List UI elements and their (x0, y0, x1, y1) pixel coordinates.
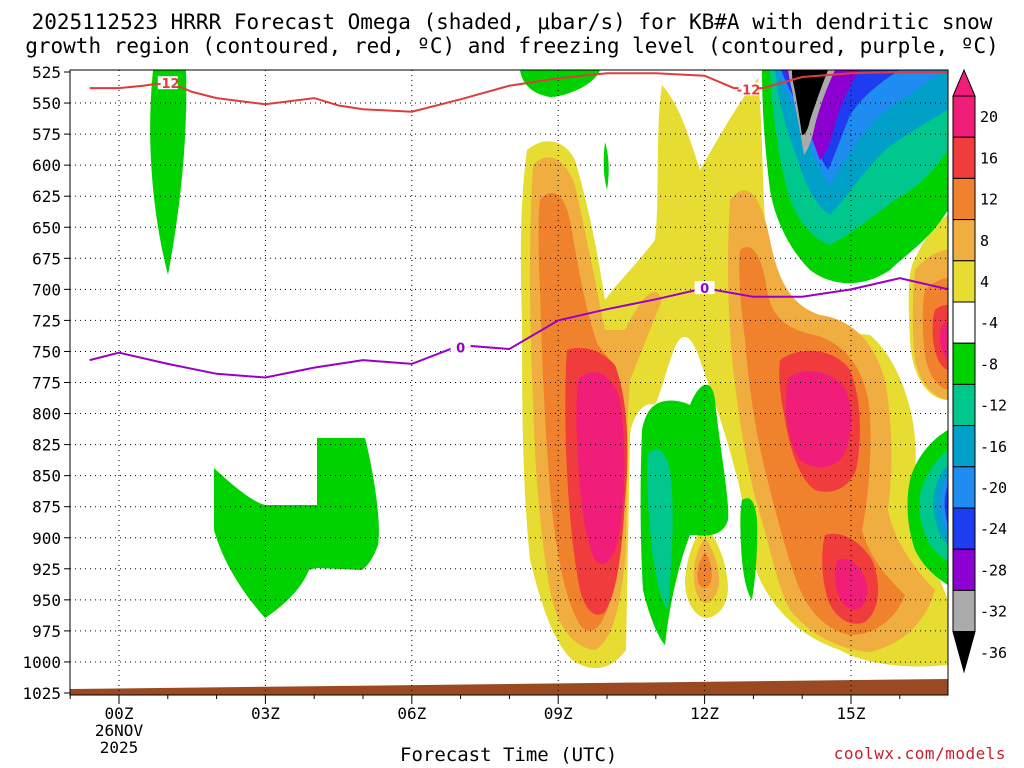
y-tick-label: 550 (32, 94, 61, 113)
x-axis-label: Forecast Time (UTC) (400, 744, 618, 766)
x-date-label: 26NOV (95, 721, 144, 740)
colorbar-segment (952, 466, 976, 509)
colorbar-label: -20 (980, 479, 1007, 497)
freezing-level-contour (89, 277, 949, 379)
colorbar-segment (952, 136, 976, 179)
omega-region (214, 438, 379, 618)
colorbar-segment (952, 589, 976, 633)
credit-link[interactable]: coolwx.com/models (833, 744, 1006, 763)
y-tick-label: 775 (32, 374, 61, 393)
colorbar-top-arrow (952, 68, 976, 97)
colorbar-segment (952, 507, 976, 550)
colorbar-segment (952, 425, 976, 468)
y-tick-label: 850 (32, 467, 61, 486)
colorbar-label: -12 (980, 397, 1007, 415)
colorbar-segment (952, 177, 976, 221)
colorbar-segment (952, 342, 976, 385)
x-tick-label: 03Z (251, 704, 280, 723)
freezing-contour-label-bg (694, 281, 715, 295)
omega-region (785, 371, 852, 468)
omega-region (940, 475, 948, 532)
x-tick-label: 00Z (105, 704, 134, 723)
y-tick-label: 1025 (22, 684, 61, 703)
chart-title-line-1: 2025112523 HRRR Forecast Omega (shaded, … (31, 10, 993, 34)
dgz-contour-label-bg (157, 76, 178, 90)
x-tick-label: 12Z (690, 704, 719, 723)
dgz-minus12-contour (89, 71, 949, 113)
omega-region (740, 498, 758, 600)
dgz-contour-label: -12 (737, 83, 761, 98)
y-tick-label: 700 (32, 280, 61, 299)
y-tick-label: 925 (32, 560, 61, 579)
x-tick-label: 15Z (837, 704, 866, 723)
y-tick-label: 950 (32, 591, 61, 610)
omega-shading (150, 70, 948, 669)
y-tick-label: 825 (32, 436, 61, 455)
y-tick-label: 900 (32, 529, 61, 548)
y-tick-label: 975 (32, 622, 61, 641)
omega-region (792, 70, 828, 135)
colorbar-label: -28 (980, 561, 1007, 579)
colorbar-segment (952, 548, 976, 591)
colorbar-segment (952, 301, 976, 344)
colorbar-label: -32 (980, 603, 1007, 621)
terrain-band (70, 679, 948, 695)
colorbar-segment (952, 95, 976, 138)
colorbar-segment (952, 383, 976, 427)
colorbar-label: -24 (980, 520, 1007, 538)
dgz-contour-label-bg (738, 82, 759, 96)
y-tick-label: 675 (32, 249, 61, 268)
freezing-contour-label-bg (450, 340, 471, 354)
y-tick-label: 525 (32, 63, 61, 82)
omega-region (647, 449, 673, 610)
omega-region (940, 322, 948, 360)
colorbar-label: 12 (980, 191, 998, 209)
x-tick-label: 06Z (397, 704, 426, 723)
colorbar-bottom-arrow (952, 631, 976, 674)
colorbar-label: 8 (980, 232, 989, 250)
colorbar-segment (952, 260, 976, 303)
x-year-label: 2025 (100, 738, 139, 757)
y-tick-label: 625 (32, 187, 61, 206)
freezing-contour-label: 0 (456, 342, 465, 357)
y-tick-label: 800 (32, 405, 61, 424)
omega-region (834, 558, 868, 610)
omega-region (150, 70, 187, 275)
y-tick-label: 875 (32, 498, 61, 517)
y-tick-label: 725 (32, 311, 61, 330)
omega-region (576, 372, 625, 564)
colorbar-label: 16 (980, 149, 998, 167)
colorbar-segment (952, 219, 976, 262)
colorbar: 20 16 12 8 4 -4 -8 -12 -16 -20 -24 -28 -32 -36 (952, 68, 1007, 674)
colorbar-label: 20 (980, 108, 998, 126)
colorbar-label: -36 (980, 644, 1007, 662)
colorbar-label: -8 (980, 355, 998, 373)
omega-region (520, 70, 600, 97)
colorbar-label: -16 (980, 438, 1007, 456)
y-tick-label: 1000 (22, 653, 61, 672)
y-tick-label: 600 (32, 156, 61, 175)
y-tick-label: 750 (32, 342, 61, 361)
freezing-contour-label: 0 (700, 282, 709, 297)
colorbar-label: 4 (980, 273, 989, 291)
y-tick-label: 650 (32, 218, 61, 237)
dgz-contour-label: -12 (156, 77, 180, 92)
colorbar-label: -4 (980, 314, 998, 332)
omega-region (603, 142, 609, 190)
x-tick-label: 09Z (544, 704, 573, 723)
omega-region (944, 485, 948, 523)
chart-title-line-2: growth region (contoured, red, ºC) and f… (25, 34, 999, 58)
y-tick-label: 575 (32, 125, 61, 144)
y-axis: 525 550 575 600 625 650 675 700 725 750 775 800 825 8… (22, 63, 70, 703)
